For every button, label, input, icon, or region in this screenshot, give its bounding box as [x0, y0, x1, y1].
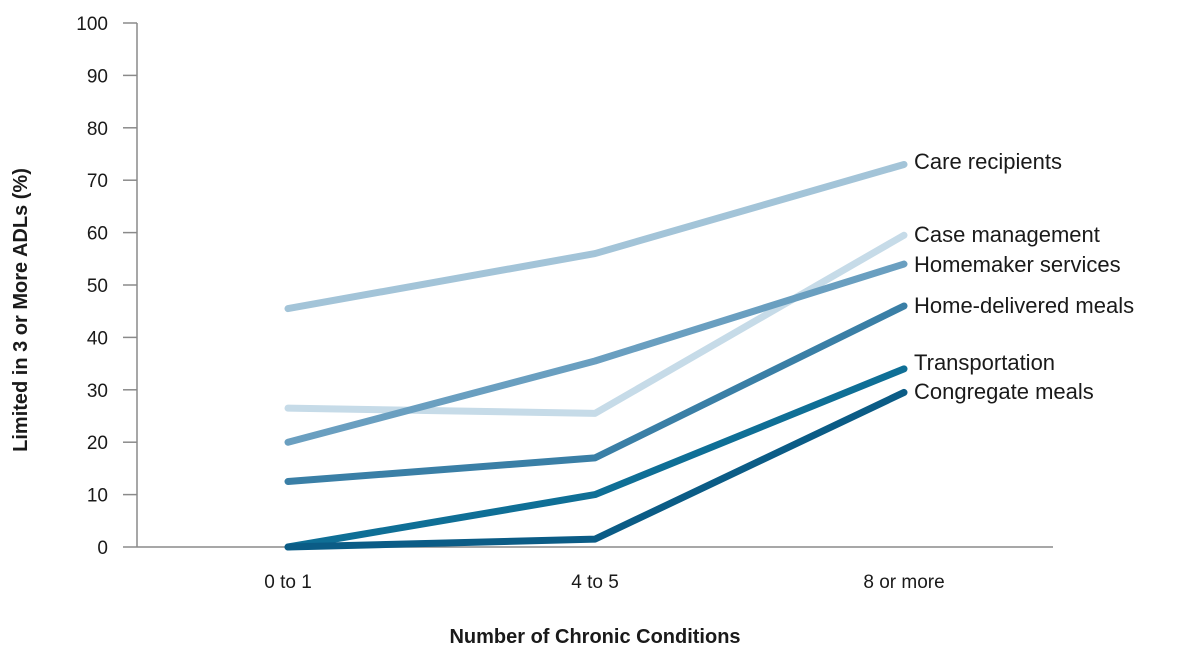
x-axis-title: Number of Chronic Conditions	[449, 626, 740, 647]
y-tick-label: 80	[87, 119, 108, 140]
y-tick-label: 50	[87, 276, 108, 297]
series-line-care-recipients	[284, 160, 908, 313]
y-axis-title: Limited in 3 or More ADLs (%)	[10, 168, 32, 452]
series-lines	[284, 160, 908, 551]
x-tick-label: 4 to 5	[571, 572, 619, 593]
series-label: Congregate meals	[914, 379, 1094, 404]
y-tick-label: 60	[87, 224, 108, 245]
y-axis: 0 10 20 30 40 50 60 70 80 90 100	[76, 14, 138, 559]
series-line-home-delivered-meals	[284, 302, 908, 485]
series-label: Case management	[914, 222, 1100, 247]
series-line-transportation	[284, 365, 908, 551]
x-axis: 0 to 1 4 to 5 8 or more	[137, 546, 1053, 593]
x-tick-label: 0 to 1	[264, 572, 312, 593]
series-label: Home-delivered meals	[914, 293, 1134, 318]
series-label: Homemaker services	[914, 252, 1121, 277]
y-tick-label: 0	[97, 538, 108, 559]
x-tick-label: 8 or more	[863, 572, 944, 593]
y-tick-label: 20	[87, 433, 108, 454]
y-tick-label: 90	[87, 66, 108, 87]
y-tick-label: 10	[87, 486, 108, 507]
series-line-case-management	[284, 231, 908, 417]
series-line-homemaker-services	[284, 260, 908, 446]
y-tick-label: 70	[87, 171, 108, 192]
series-label: Transportation	[914, 350, 1055, 375]
y-tick-label: 30	[87, 381, 108, 402]
y-tick-label: 100	[76, 14, 108, 35]
y-tick-label: 40	[87, 328, 108, 349]
series-label: Care recipients	[914, 149, 1062, 174]
series-line-congregate-meals	[284, 388, 908, 551]
series-labels: Care recipients Case management Homemaker …	[914, 149, 1134, 404]
